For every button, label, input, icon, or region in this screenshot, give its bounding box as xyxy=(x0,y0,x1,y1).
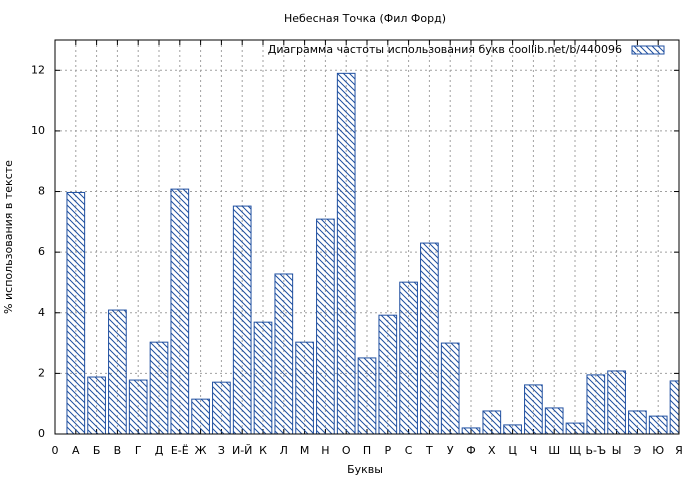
x-tick-label: Ц xyxy=(508,444,517,457)
bar xyxy=(357,357,377,434)
bar xyxy=(108,309,127,434)
bar xyxy=(87,376,106,434)
bar xyxy=(648,415,668,434)
y-tick-label: 6 xyxy=(38,245,45,258)
x-tick-label: Ю xyxy=(652,444,664,457)
bar xyxy=(420,242,439,434)
plot-frame xyxy=(54,39,680,435)
x-tick-label: Б xyxy=(93,444,101,457)
x-tick-label: 0 xyxy=(52,444,59,457)
x-tick-label: М xyxy=(300,444,310,457)
chart-title: Небесная Точка (Фил Форд) xyxy=(284,12,446,25)
bar xyxy=(503,424,522,434)
x-tick-label: П xyxy=(363,444,371,457)
y-tick-label: 10 xyxy=(31,124,45,137)
x-tick-label: Я xyxy=(675,444,683,457)
x-tick-label: Ь-Ъ xyxy=(585,444,606,457)
legend-swatch xyxy=(631,45,665,55)
bar xyxy=(128,379,148,434)
bar xyxy=(482,410,502,434)
bar xyxy=(586,374,606,434)
x-tick-label: Х xyxy=(488,444,496,457)
x-tick-label: К xyxy=(259,444,267,457)
y-tick-label: 4 xyxy=(38,306,45,319)
x-tick-label: Щ xyxy=(569,444,581,457)
x-tick-label: Ш xyxy=(548,444,560,457)
bar xyxy=(440,342,460,434)
bar xyxy=(399,281,418,434)
bar xyxy=(232,205,252,434)
x-tick-label: Ы xyxy=(612,444,622,457)
x-tick-label: Г xyxy=(135,444,142,457)
x-tick-label: У xyxy=(447,444,454,457)
x-tick-label: Н xyxy=(321,444,329,457)
bar xyxy=(212,381,231,434)
x-tick-label: Э xyxy=(634,444,642,457)
y-tick-label: 2 xyxy=(38,366,45,379)
x-tick-label: Ф xyxy=(466,444,475,457)
bar xyxy=(253,321,273,434)
bar xyxy=(191,398,210,434)
x-tick-label: А xyxy=(72,444,80,457)
bar xyxy=(628,410,647,434)
bar xyxy=(607,370,626,434)
y-tick-label: 12 xyxy=(31,63,45,76)
x-tick-label: С xyxy=(405,444,413,457)
x-tick-label: Л xyxy=(280,444,288,457)
bars xyxy=(66,72,679,434)
bar xyxy=(170,188,190,434)
x-tick-label: В xyxy=(114,444,122,457)
bar xyxy=(544,407,564,434)
x-tick-label: Е-Ё xyxy=(171,444,189,457)
x-axis-label: Буквы xyxy=(347,463,383,476)
bar xyxy=(66,191,86,434)
bar xyxy=(274,273,294,434)
y-axis-label: % использования в тексте xyxy=(2,160,15,314)
bar xyxy=(316,218,335,434)
x-tick-label: Ж xyxy=(195,444,207,457)
x-tick-label: Р xyxy=(384,444,391,457)
bar xyxy=(565,422,585,434)
y-tick-label: 0 xyxy=(38,427,45,440)
x-tick-label: З xyxy=(218,444,225,457)
x-tick-label: И-Й xyxy=(232,444,252,457)
bar xyxy=(149,341,169,434)
x-tick-label: О xyxy=(342,444,351,457)
bar xyxy=(461,427,481,434)
bar xyxy=(295,341,314,434)
x-tick-label: Ч xyxy=(530,444,538,457)
y-tick-label: 8 xyxy=(38,185,45,198)
bar xyxy=(378,314,398,434)
bar xyxy=(524,384,543,434)
bar xyxy=(336,72,356,434)
x-tick-label: Д xyxy=(155,444,164,457)
legend-label: Диаграмма частоты использования букв coo… xyxy=(268,43,622,56)
x-tick-label: Т xyxy=(425,444,433,457)
